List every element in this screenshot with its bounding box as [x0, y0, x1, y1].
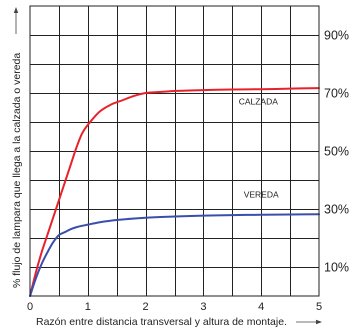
x-tick-label: 4	[258, 301, 264, 313]
series-line-calzada	[29, 87, 320, 297]
y-tick-labels: 10% 30% 50% 70% 90%	[324, 29, 349, 275]
series-label-vereda: VEREDA	[244, 189, 279, 199]
x-tick-label: 3	[200, 301, 206, 313]
y-axis-title: % flujo de lampara que llega a la calzad…	[11, 53, 23, 288]
x-axis-title: Razón entre distancia transversal y altu…	[36, 316, 287, 328]
series-label-calzada: CALZADA	[239, 97, 279, 107]
y-tick-label: 30%	[324, 203, 349, 217]
series-line-vereda	[29, 213, 320, 297]
y-tick-label: 70%	[324, 87, 349, 101]
series-lines	[29, 87, 320, 297]
y-tick-label: 90%	[324, 29, 349, 43]
series-labels: CALZADA VEREDA	[239, 97, 279, 200]
x-tick-label: 1	[85, 301, 91, 313]
y-tick-label: 10%	[324, 261, 349, 275]
x-tick-label: 5	[316, 301, 322, 313]
y-tick-label: 50%	[324, 145, 349, 159]
x-axis-arrow	[296, 319, 322, 325]
x-tick-labels: 0 1 2 3 4 5	[27, 301, 322, 313]
y-axis-arrow	[13, 7, 19, 34]
x-tick-label: 2	[143, 301, 149, 313]
x-tick-label: 0	[27, 301, 33, 313]
grid	[30, 6, 319, 296]
plot-frame	[29, 5, 320, 297]
